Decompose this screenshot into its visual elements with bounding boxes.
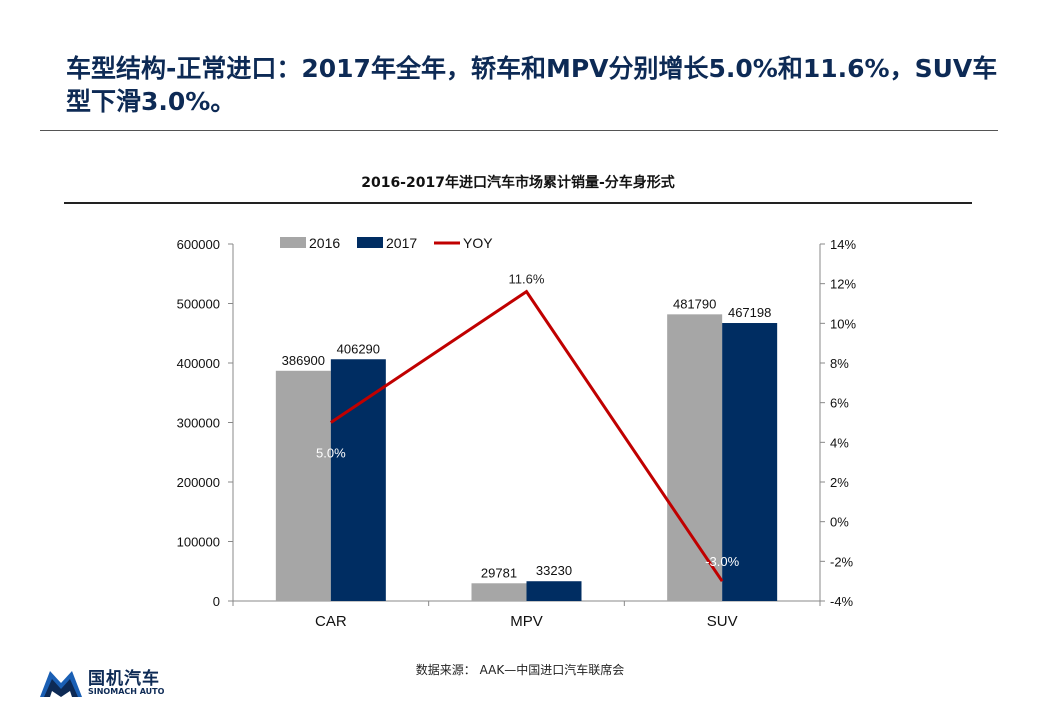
bar-data-label: 481790 — [673, 296, 716, 311]
y2-tick-label: 4% — [830, 435, 849, 450]
bar-2016-MPV — [471, 583, 527, 601]
y2-tick-label: 2% — [830, 475, 849, 490]
bar-data-label: 386900 — [282, 353, 325, 368]
y-tick-label: 500000 — [177, 297, 220, 312]
x-tick-label: CAR — [315, 613, 347, 630]
bar-2017-CAR — [330, 359, 386, 601]
line-data-label: -3.0% — [705, 554, 739, 569]
y-tick-label: 600000 — [177, 237, 220, 252]
bar-2017-MPV — [526, 581, 582, 601]
bar-data-label: 29781 — [481, 565, 517, 580]
y2-tick-label: 0% — [830, 515, 849, 530]
legend-swatch-2017 — [357, 237, 383, 248]
legend-label: 2017 — [386, 235, 417, 251]
legend-swatch-2016 — [280, 237, 306, 248]
bar-data-label: 406290 — [337, 341, 380, 356]
bar-data-label: 33230 — [536, 563, 572, 578]
y-tick-label: 400000 — [177, 356, 220, 371]
company-logo: 国机汽车 SINOMACH AUTO — [40, 664, 180, 704]
chart-title-divider — [64, 202, 972, 204]
bar-2016-CAR — [275, 370, 331, 601]
chart-title: 2016-2017年进口汽车市场累计销量-分车身形式 — [361, 175, 675, 191]
y2-tick-label: 10% — [830, 316, 856, 331]
line-data-label: 11.6% — [509, 272, 545, 287]
y2-tick-label: 12% — [830, 277, 856, 292]
logo-cn-text: 国机汽车 — [88, 669, 160, 689]
y2-tick-label: 8% — [830, 356, 849, 371]
x-tick-label: SUV — [707, 613, 738, 630]
bar-2016-SUV — [667, 314, 723, 601]
y-tick-label: 200000 — [177, 475, 220, 490]
y-tick-label: 0 — [213, 594, 220, 609]
y2-tick-label: -4% — [830, 594, 854, 609]
x-tick-label: MPV — [510, 613, 543, 630]
sinomach-logo-icon — [40, 671, 82, 697]
y2-tick-label: 14% — [830, 237, 856, 252]
y-tick-label: 300000 — [177, 416, 220, 431]
y2-tick-label: -2% — [830, 554, 854, 569]
line-YOY — [329, 289, 724, 583]
y2-tick-label: 6% — [830, 396, 849, 411]
legend-label: YOY — [463, 235, 493, 251]
page-headline: 车型结构-正常进口：2017年全年，轿车和MPV分别增长5.0%和11.6%，S… — [66, 54, 998, 116]
headline-divider — [40, 130, 998, 131]
line-data-label: 5.0% — [316, 446, 346, 461]
bar-data-label: 467198 — [728, 305, 771, 320]
legend-label: 2016 — [309, 235, 340, 251]
bar-2017-SUV — [722, 323, 778, 601]
logo-en-text: SINOMACH AUTO — [88, 687, 165, 696]
data-source-note: 数据来源： AAK—中国进口汽车联席会 — [415, 663, 625, 677]
y-tick-label: 100000 — [177, 535, 220, 550]
